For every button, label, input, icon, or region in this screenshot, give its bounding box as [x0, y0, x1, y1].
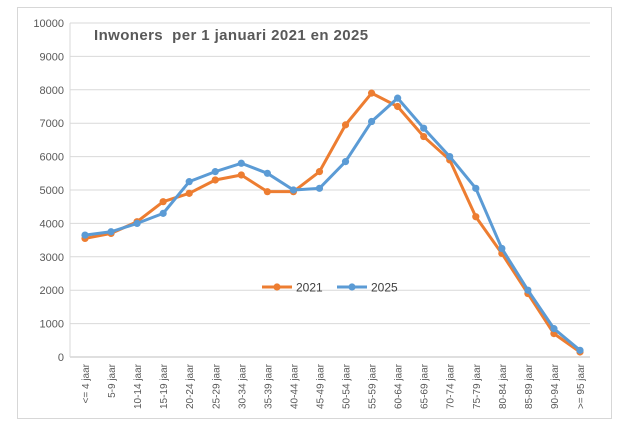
x-tick-label: 85-89 jaar — [524, 363, 535, 409]
x-tick-label: 90-94 jaar — [550, 363, 561, 409]
series-point-2025 — [107, 228, 115, 236]
y-tick-label: 5000 — [40, 185, 64, 197]
series-point-2021 — [159, 198, 167, 206]
x-tick-label: 80-84 jaar — [498, 363, 509, 409]
series-point-2021 — [341, 121, 350, 129]
series-point-2021 — [211, 176, 219, 184]
legend-label: 2021 — [296, 281, 323, 295]
x-tick-label: 50-54 jaar — [342, 363, 353, 409]
series-point-2021 — [263, 188, 271, 196]
x-tick-label: 35-39 jaar — [263, 363, 274, 409]
x-tick-label: 5-9 jaar — [107, 363, 118, 398]
series-point-2025 — [524, 286, 532, 294]
series-point-2025 — [185, 178, 193, 186]
series-point-2025 — [341, 158, 350, 166]
x-tick-label: >= 95 jaar — [576, 363, 587, 409]
series-point-2025 — [394, 94, 402, 102]
series-point-2025 — [367, 117, 376, 126]
series-point-2025 — [550, 325, 558, 333]
y-tick-label: 8000 — [40, 85, 64, 97]
y-tick-label: 10000 — [33, 18, 64, 30]
chart-border — [17, 7, 612, 419]
series-point-2021 — [315, 168, 324, 176]
y-tick-label: 7000 — [40, 118, 64, 130]
x-tick-label: 60-64 jaar — [394, 363, 405, 409]
chart-title: Inwoners per 1 januari 2021 en 2025 — [94, 27, 369, 44]
series-point-2021 — [185, 189, 193, 197]
series-point-2025 — [81, 231, 89, 239]
legend-item-2021: 2021 — [262, 281, 323, 295]
series-point-2025 — [315, 184, 324, 192]
series-point-2021 — [367, 89, 376, 97]
x-tick-label: 55-59 jaar — [368, 363, 379, 409]
series-point-2025 — [576, 346, 584, 354]
series-point-2021 — [420, 132, 428, 141]
y-tick-label: 9000 — [40, 51, 64, 63]
series-point-2021 — [472, 213, 480, 221]
legend-marker-point — [348, 283, 356, 291]
y-tick-label: 6000 — [40, 152, 64, 164]
x-tick-label: 70-74 jaar — [446, 363, 457, 409]
y-tick-label: 2000 — [40, 285, 64, 297]
series-line-2025 — [83, 96, 582, 352]
x-tick-label: 10-14 jaar — [133, 363, 144, 409]
series-point-2025 — [472, 184, 480, 192]
x-tick-label: 25-29 jaar — [211, 363, 222, 409]
legend-item-2025: 2025 — [337, 281, 398, 295]
x-tick-label: 15-19 jaar — [159, 363, 170, 409]
y-tick-label: 1000 — [40, 319, 64, 331]
x-tick-label: 45-49 jaar — [315, 363, 326, 409]
series-point-2025 — [237, 159, 245, 167]
x-tick-label: 30-34 jaar — [237, 363, 248, 409]
y-tick-label: 4000 — [40, 218, 64, 230]
legend-marker-point — [273, 283, 281, 291]
series-point-2025 — [289, 186, 298, 194]
series-point-2021 — [394, 102, 402, 111]
y-tick-label: 3000 — [40, 252, 64, 264]
series-point-2025 — [446, 153, 454, 161]
series-point-2021 — [237, 171, 245, 179]
y-tick-label: 0 — [58, 352, 64, 364]
x-tick-label: <= 4 jaar — [81, 363, 92, 403]
series-point-2025 — [159, 209, 167, 217]
series-line-2021 — [83, 91, 582, 354]
series-point-2025 — [420, 124, 428, 132]
legend-label: 2025 — [371, 281, 398, 295]
series-point-2025 — [133, 219, 141, 227]
series-point-2025 — [263, 169, 271, 177]
x-tick-label: 75-79 jaar — [472, 363, 483, 409]
x-tick-label: 20-24 jaar — [185, 363, 196, 409]
x-tick-label: 40-44 jaar — [289, 363, 300, 409]
series-point-2025 — [498, 244, 506, 253]
series-point-2025 — [211, 168, 219, 176]
x-tick-label: 65-69 jaar — [420, 363, 431, 409]
